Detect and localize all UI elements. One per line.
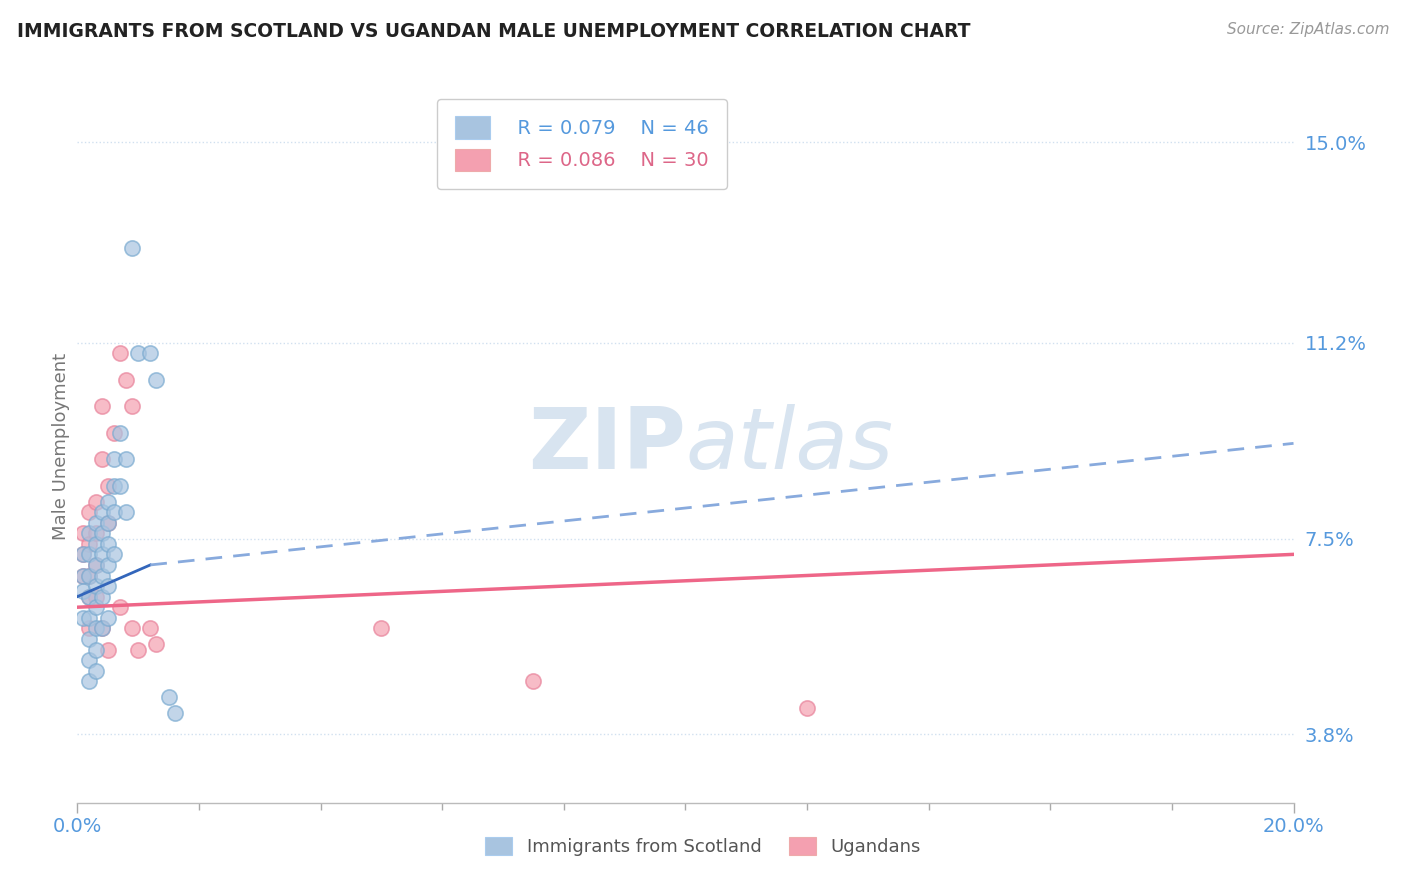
Point (79, 590, 101, 604)
Point (370, 621, 392, 635)
Point (103, 478, 125, 492)
Point (115, 373, 138, 387)
Point (90, 621, 112, 635)
Point (84, 579, 107, 593)
Point (97, 537, 120, 551)
Point (84, 494, 107, 508)
Point (97, 478, 120, 492)
Point (139, 621, 162, 635)
Point (90, 452, 112, 467)
Point (97, 516, 120, 530)
Legend:   R = 0.079    N = 46,   R = 0.086    N = 30: R = 0.079 N = 46, R = 0.086 N = 30 (437, 99, 727, 188)
Point (796, 700, 818, 714)
Point (157, 690, 180, 704)
Point (90, 590, 112, 604)
Point (84, 526, 107, 541)
Point (522, 674, 544, 689)
Point (103, 425, 125, 440)
Point (84, 590, 107, 604)
Point (84, 600, 107, 615)
Point (90, 621, 112, 635)
Point (127, 346, 149, 360)
Point (79, 537, 101, 551)
Point (97, 579, 120, 593)
Point (97, 642, 120, 657)
Point (90, 400, 112, 414)
Point (121, 621, 143, 635)
Point (84, 558, 107, 572)
Point (72, 568, 94, 582)
Point (84, 642, 107, 657)
Point (79, 632, 101, 646)
Point (84, 621, 107, 635)
Point (97, 611, 120, 625)
Point (79, 568, 101, 582)
Point (79, 568, 101, 582)
Point (72, 584, 94, 599)
Point (90, 526, 112, 541)
Point (108, 346, 131, 360)
Point (121, 400, 143, 414)
Point (72, 611, 94, 625)
Text: ZIP: ZIP (527, 404, 686, 488)
Point (79, 505, 101, 519)
Point (84, 558, 107, 572)
Point (145, 373, 167, 387)
Point (103, 452, 125, 467)
Point (79, 526, 101, 541)
Point (108, 600, 131, 615)
Point (79, 547, 101, 561)
Point (90, 547, 112, 561)
Point (90, 505, 112, 519)
Point (145, 637, 167, 651)
Point (72, 547, 94, 561)
Text: Source: ZipAtlas.com: Source: ZipAtlas.com (1226, 22, 1389, 37)
Point (163, 706, 186, 720)
Point (115, 452, 138, 467)
Point (72, 526, 94, 541)
Point (72, 547, 94, 561)
Legend: Immigrants from Scotland, Ugandans: Immigrants from Scotland, Ugandans (477, 828, 929, 865)
Y-axis label: Male Unemployment: Male Unemployment (52, 352, 70, 540)
Point (103, 547, 125, 561)
Point (103, 505, 125, 519)
Text: IMMIGRANTS FROM SCOTLAND VS UGANDAN MALE UNEMPLOYMENT CORRELATION CHART: IMMIGRANTS FROM SCOTLAND VS UGANDAN MALE… (17, 22, 970, 41)
Point (97, 494, 120, 508)
Point (79, 621, 101, 635)
Point (90, 568, 112, 582)
Point (139, 346, 162, 360)
Text: atlas: atlas (686, 404, 893, 488)
Point (72, 568, 94, 582)
Point (84, 664, 107, 678)
Point (108, 425, 131, 440)
Point (127, 642, 149, 657)
Point (84, 516, 107, 530)
Point (79, 590, 101, 604)
Point (79, 611, 101, 625)
Point (108, 478, 131, 492)
Point (79, 674, 101, 689)
Point (97, 558, 120, 572)
Point (115, 505, 138, 519)
Point (84, 537, 107, 551)
Point (97, 516, 120, 530)
Point (121, 241, 143, 255)
Point (79, 653, 101, 667)
